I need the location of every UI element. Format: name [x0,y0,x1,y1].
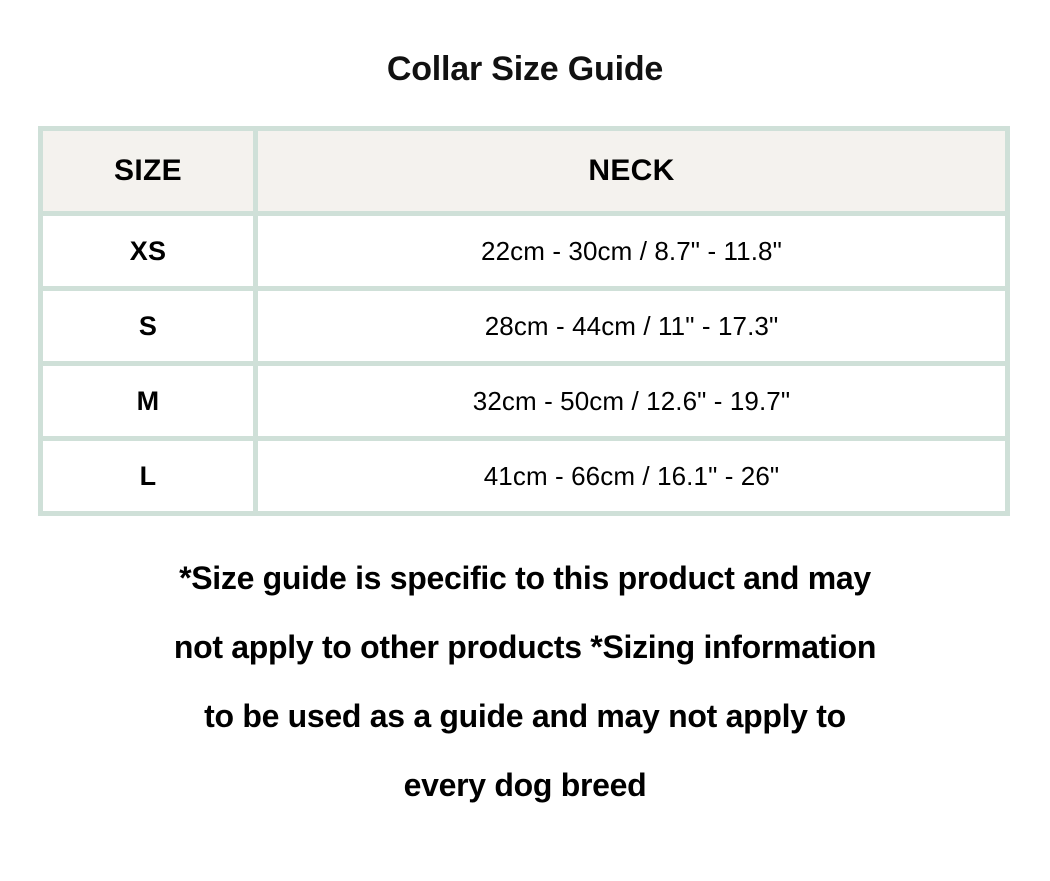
collar-size-table: SIZE NECK XS 22cm - 30cm / 8.7" - 11.8" … [38,126,1010,516]
disclaimer-line: *Size guide is specific to this product … [179,560,871,596]
disclaimer-line: not apply to other products *Sizing info… [173,629,877,665]
cell-neck: 41cm - 66cm / 16.1" - 26" [258,441,1005,511]
cell-size: S [43,291,253,361]
size-table-container: SIZE NECK XS 22cm - 30cm / 8.7" - 11.8" … [38,126,1012,516]
table-header-row: SIZE NECK [43,131,1005,211]
disclaimer-line: every dog breed [403,767,647,803]
column-header-neck: NECK [258,131,1005,211]
table-row: M 32cm - 50cm / 12.6" - 19.7" [43,366,1005,436]
column-header-size: SIZE [43,131,253,211]
cell-size: XS [43,216,253,286]
cell-neck: 28cm - 44cm / 11" - 17.3" [258,291,1005,361]
table-header: SIZE NECK [43,131,1005,211]
size-guide-disclaimer: *Size guide is specific to this product … [42,544,1008,820]
cell-neck: 22cm - 30cm / 8.7" - 11.8" [258,216,1005,286]
cell-neck: 32cm - 50cm / 12.6" - 19.7" [258,366,1005,436]
page-title: Collar Size Guide [386,50,664,88]
table-row: S 28cm - 44cm / 11" - 17.3" [43,291,1005,361]
table-row: XS 22cm - 30cm / 8.7" - 11.8" [43,216,1005,286]
disclaimer-line: to be used as a guide and may not apply … [204,698,846,734]
table-body: XS 22cm - 30cm / 8.7" - 11.8" S 28cm - 4… [43,216,1005,511]
cell-size: L [43,441,253,511]
table-row: L 41cm - 66cm / 16.1" - 26" [43,441,1005,511]
cell-size: M [43,366,253,436]
